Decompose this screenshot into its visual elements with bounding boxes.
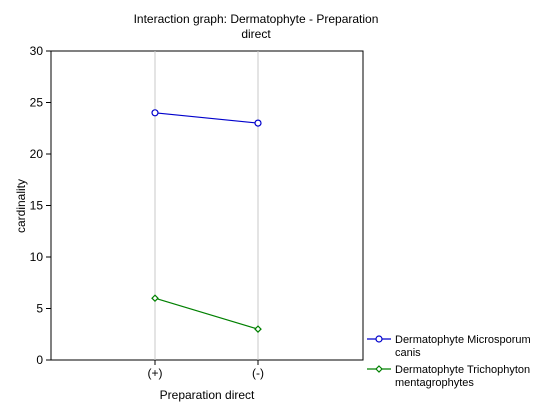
series-layer: [151, 109, 262, 333]
legend-label: mentagrophytes: [395, 377, 474, 389]
legend-label: Dermatophyte Microsporum: [395, 334, 531, 346]
x-axis-label: Preparation direct: [160, 388, 255, 402]
y-tick-label: 15: [30, 199, 44, 213]
series-line-0: [154, 112, 259, 124]
plot-area: [50, 50, 364, 361]
x-axis: (+) (-): [148, 360, 264, 380]
chart-title-line2: direct: [241, 27, 271, 41]
y-axis-label: cardinality: [14, 179, 28, 233]
legend-marker-diamond: [375, 365, 383, 373]
y-tick-label: 0: [36, 353, 43, 367]
y-tick-label: 30: [30, 44, 44, 58]
legend-marker-circle: [375, 335, 383, 343]
grid-lines: [154, 51, 259, 360]
data-point-circle: [254, 119, 262, 127]
data-point-diamond: [151, 294, 159, 303]
legend-label: Dermatophyte Trichophyton: [395, 364, 530, 376]
data-point-diamond: [254, 325, 262, 333]
data-point-circle: [151, 109, 159, 117]
legend-label: canis: [395, 347, 421, 359]
y-tick-label: 10: [30, 250, 44, 264]
x-tick-label: (+): [148, 366, 163, 380]
series-line-1: [154, 297, 259, 330]
y-tick-label: 25: [30, 96, 44, 110]
chart-title-line1: Interaction graph: Dermatophyte - Prepar…: [134, 12, 379, 26]
y-tick-label: 5: [36, 302, 43, 316]
y-tick-label: 20: [30, 147, 44, 161]
x-tick-label: (-): [252, 366, 264, 380]
y-axis: 0 5 10 15 20 25 30: [30, 44, 51, 367]
